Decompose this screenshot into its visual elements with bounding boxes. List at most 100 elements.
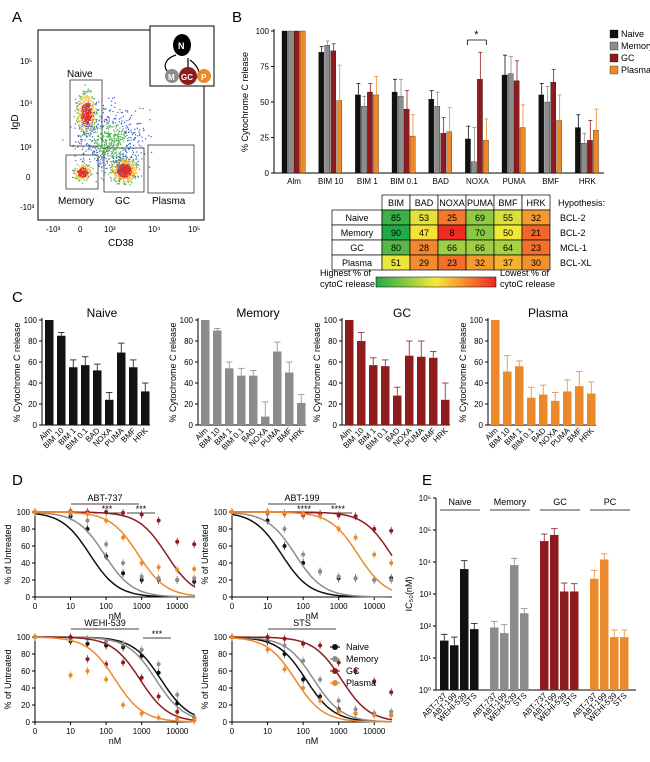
flow-dot	[73, 116, 75, 118]
flow-dot	[111, 169, 113, 171]
y-tick-label: 100	[470, 316, 484, 325]
flow-dot	[125, 166, 127, 168]
flow-dot	[103, 109, 105, 111]
chart-e: 10⁰10¹10²10³10⁴10⁵10⁶IC₅₀(nM)NaiveABT-73…	[404, 494, 636, 724]
flow-dot	[84, 118, 86, 120]
flow-dot	[112, 120, 114, 123]
flow-dot	[149, 109, 151, 111]
flow-dot	[91, 119, 93, 121]
flow-dot	[133, 167, 135, 169]
flow-dot	[108, 138, 111, 141]
flow-dot	[109, 146, 111, 148]
flow-dot	[86, 96, 88, 98]
flow-dot	[92, 101, 94, 103]
heat-scale-right-line: Lowest % of	[500, 268, 550, 278]
flow-dot	[80, 178, 82, 180]
flow-dot	[114, 139, 116, 141]
flow-dot	[142, 108, 144, 110]
y-tick-label: 0	[33, 421, 38, 430]
flow-dot	[116, 134, 118, 136]
flow-dot	[85, 108, 87, 110]
flow-dot	[101, 135, 103, 137]
flow-dot	[82, 128, 84, 130]
bar	[434, 106, 441, 174]
flow-dot	[129, 176, 131, 179]
flow-dot	[92, 116, 94, 119]
gate-gc	[103, 147, 145, 193]
flow-dot	[80, 115, 82, 117]
flow-dot	[122, 180, 124, 183]
flow-dot	[91, 123, 94, 125]
flow-dot	[91, 103, 94, 105]
flow-dot	[91, 112, 93, 114]
flow-dot	[117, 111, 119, 113]
flow-dot	[141, 140, 144, 142]
flow-dot	[86, 95, 88, 97]
y-tick-label: 0	[479, 421, 484, 430]
bar	[381, 366, 390, 425]
bar	[69, 367, 78, 425]
flow-dot	[124, 135, 126, 138]
flow-dot	[120, 160, 122, 162]
flow-dot	[113, 155, 115, 157]
flow-dot	[87, 110, 90, 112]
flow-dot	[87, 109, 89, 111]
flow-dot	[86, 115, 88, 117]
flow-dot	[92, 128, 95, 130]
flow-dot	[86, 164, 88, 166]
flow-dot	[86, 118, 88, 120]
flow-dot	[113, 161, 115, 163]
flow-dot	[123, 160, 125, 162]
flow-dot	[94, 122, 96, 124]
bar	[527, 397, 536, 425]
flow-dot	[87, 174, 89, 177]
flow-dot	[137, 154, 139, 156]
flow-dot	[84, 113, 87, 115]
flow-dot	[75, 141, 77, 143]
flow-dot	[114, 180, 116, 182]
flow-dot	[112, 138, 114, 140]
bar	[361, 106, 367, 174]
flow-dot	[79, 174, 81, 176]
flow-dot	[120, 117, 122, 119]
bar	[590, 578, 599, 690]
flow-dot	[84, 108, 86, 110]
flow-dot	[133, 176, 135, 178]
flow-dot	[137, 176, 139, 178]
flow-dot	[89, 158, 91, 160]
x-tick-label: 0	[230, 602, 235, 611]
inset-label-m: M	[168, 73, 175, 82]
flow-dot	[125, 125, 128, 127]
y-tick-label: 40	[218, 684, 227, 693]
flow-dot	[112, 97, 114, 99]
flow-dot	[130, 181, 132, 183]
flow-dot	[117, 136, 119, 139]
flow-dot	[107, 133, 109, 135]
flow-dot	[85, 134, 87, 136]
group-label: GC	[553, 497, 567, 507]
flow-dot	[78, 113, 80, 115]
flow-dot	[124, 137, 126, 139]
flow-dot	[132, 160, 134, 162]
flow-dot	[115, 171, 117, 173]
flow-dot	[75, 174, 77, 176]
flow-dot	[82, 176, 84, 178]
bar	[417, 356, 426, 425]
flow-dot	[121, 170, 123, 172]
x-tick-label: 0	[33, 727, 38, 736]
flow-dot	[82, 118, 84, 120]
flow-dot	[80, 128, 82, 130]
flow-dot	[83, 126, 85, 128]
bar	[345, 320, 354, 425]
flow-dot	[96, 128, 98, 130]
flow-dot	[117, 175, 119, 177]
flow-dot	[79, 135, 81, 137]
flow-dot	[98, 165, 100, 168]
flow-dot	[82, 105, 84, 107]
panel-label-c: C	[12, 289, 23, 306]
flow-dot	[86, 177, 89, 179]
flow-dot	[93, 127, 95, 129]
flow-dot	[107, 148, 109, 150]
flow-dot	[133, 175, 135, 178]
flow-dot	[118, 138, 120, 140]
